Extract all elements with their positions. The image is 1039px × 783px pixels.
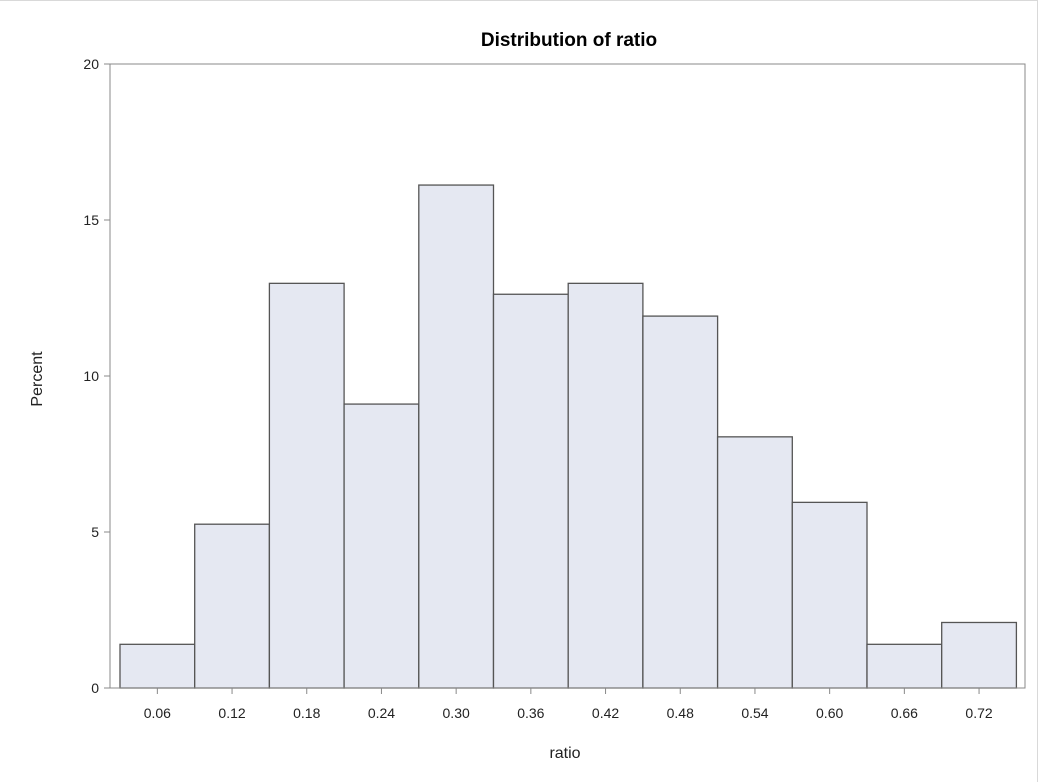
- bar-0.24: [343, 403, 420, 689]
- bar-0.48: [642, 315, 719, 689]
- x-axis: 0.06 0.12 0.18 0.24 0.30 0.36 0.42 0.48 0.54 0.60…: [144, 688, 993, 721]
- x-tick-label-0.54: 0.54: [741, 705, 768, 721]
- x-tick-label-0.72: 0.72: [965, 705, 992, 721]
- x-tick-label-0.12: 0.12: [218, 705, 245, 721]
- x-tick-label-0.66: 0.66: [891, 705, 918, 721]
- y-axis-label: Percent: [29, 351, 46, 407]
- bar-0.60: [791, 501, 868, 689]
- y-axis: 0 5 10 15 20: [83, 56, 110, 696]
- y-tick-label-15: 15: [83, 212, 99, 228]
- bar-0.06: [119, 643, 196, 689]
- y-tick-label-20: 20: [83, 56, 99, 72]
- bar-0.66: [866, 643, 943, 689]
- x-tick-label-0.42: 0.42: [592, 705, 619, 721]
- bar-0.36: [492, 293, 569, 689]
- y-tick-label-5: 5: [91, 524, 99, 540]
- bar-0.54: [716, 436, 793, 689]
- x-tick-label-0.30: 0.30: [443, 705, 470, 721]
- y-tick-label-10: 10: [83, 368, 99, 384]
- bar-0.18: [268, 282, 345, 689]
- bar-0.12: [194, 523, 271, 689]
- chart-title: Distribution of ratio: [481, 30, 657, 51]
- x-tick-label-0.24: 0.24: [368, 705, 395, 721]
- x-axis-label: ratio: [549, 745, 580, 762]
- x-tick-label-0.60: 0.60: [816, 705, 843, 721]
- bars-group: [119, 184, 1018, 689]
- x-tick-label-0.36: 0.36: [517, 705, 544, 721]
- bar-0.42: [567, 282, 644, 689]
- y-tick-label-0: 0: [91, 680, 99, 696]
- bar-0.30: [418, 184, 495, 689]
- x-tick-label-0.48: 0.48: [667, 705, 694, 721]
- x-tick-label-0.18: 0.18: [293, 705, 320, 721]
- bar-0.72: [941, 621, 1018, 689]
- x-tick-label-0.06: 0.06: [144, 705, 171, 721]
